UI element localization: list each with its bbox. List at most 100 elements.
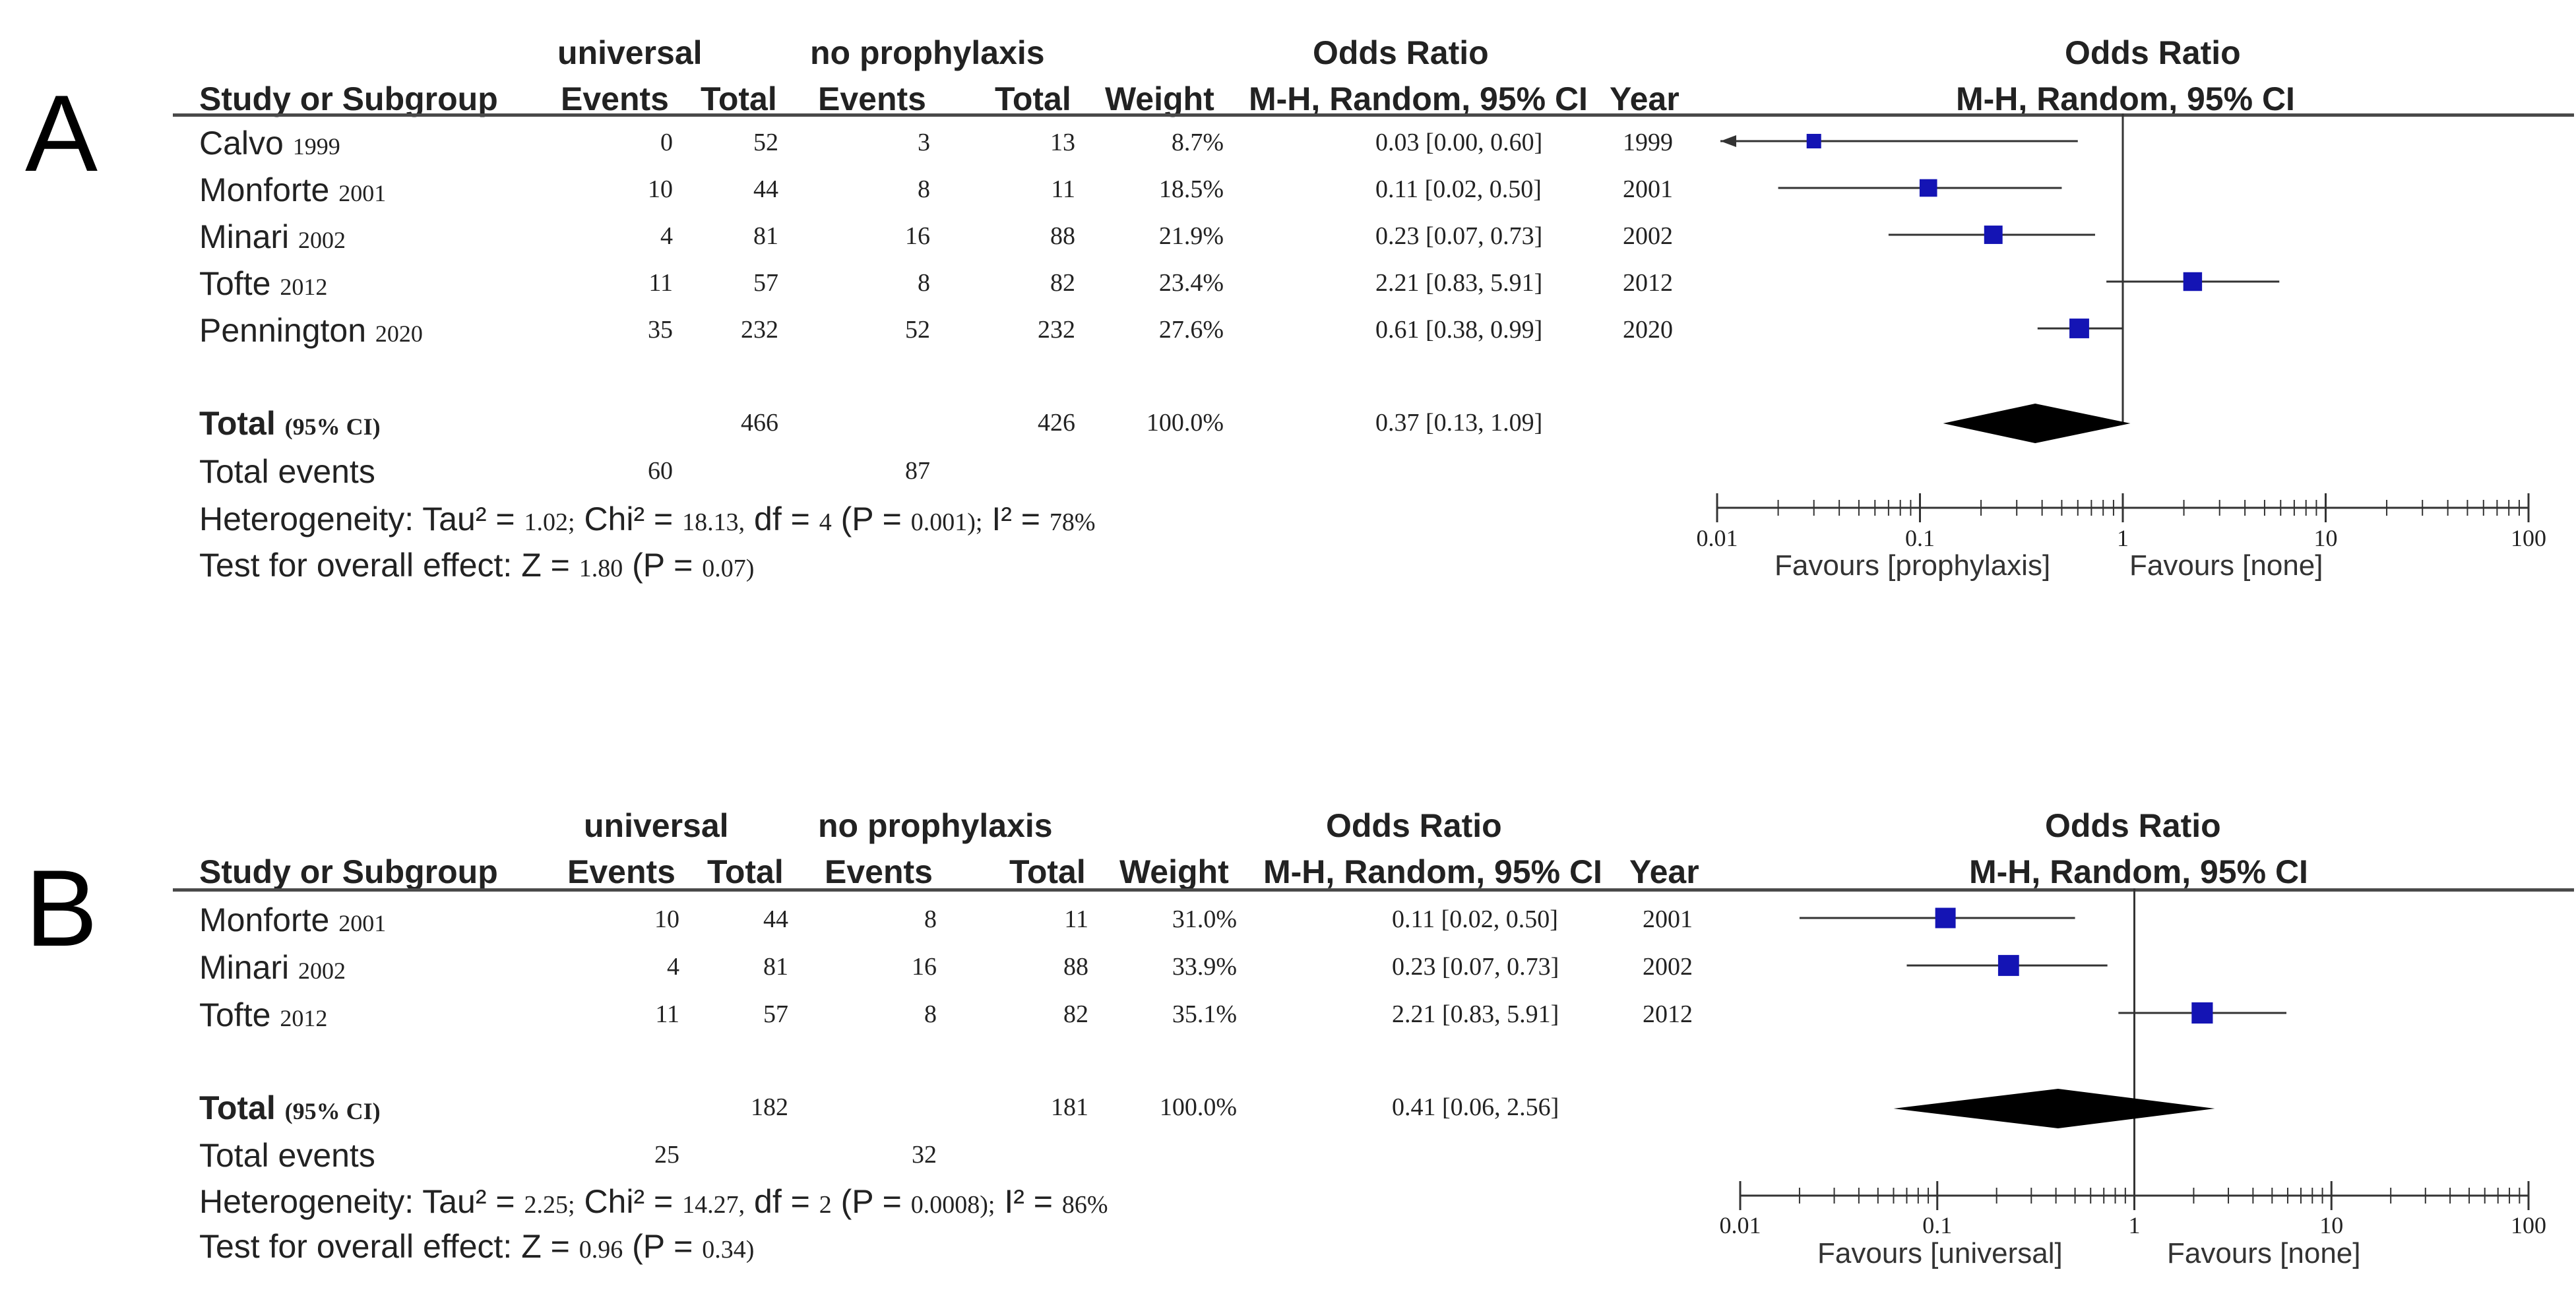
het-i2-label: I² =	[1004, 1183, 1053, 1220]
total2-header: Total	[995, 80, 1071, 117]
oe-p-label: (P =	[632, 547, 693, 584]
total-ci: 0.37 [0.13, 1.09]	[1375, 409, 1543, 437]
total1-header: Total	[707, 853, 784, 890]
total-weight: 100.0%	[1159, 1093, 1237, 1121]
events2-cell: 8	[918, 269, 930, 297]
study-name: Tofte 2012	[199, 267, 327, 300]
total1-cell: 57	[753, 269, 778, 297]
total2-cell: 11	[1064, 905, 1088, 933]
weight-header: Weight	[1105, 80, 1214, 117]
events2-header: Events	[818, 80, 926, 117]
or-ci-cell: 2.21 [0.83, 5.91]	[1392, 1000, 1559, 1028]
or-method-header: M-H, Random, 95% CI	[1263, 853, 1602, 890]
forest-plot-panel-a: A universal no prophylaxis Odds Ratio Od…	[0, 0, 2576, 633]
year-cell: 1999	[1623, 129, 1673, 156]
total-word: Total	[199, 405, 276, 442]
year-cell: 2002	[1643, 953, 1693, 981]
forest-plot-a: 0.01 0.1 1 10 100 Favours [prophylaxis] Favour…	[1697, 113, 2546, 582]
total2-cell: 88	[1050, 222, 1075, 250]
or-ci-cell: 0.23 [0.07, 0.73]	[1392, 953, 1559, 981]
events2-cell: 16	[905, 222, 930, 250]
events2-header: Events	[825, 853, 933, 890]
tick-label: 100	[2511, 1212, 2546, 1238]
ci-arrow	[1720, 135, 1736, 147]
or-point-marker	[1997, 955, 2019, 976]
total2-value: 426	[1038, 409, 1075, 437]
study-name-year: 1999	[292, 133, 340, 160]
total-ci: 0.41 [0.06, 2.56]	[1392, 1093, 1559, 1121]
overall-effect-line: Test for overall effect: Z = 1.80 (P = 0…	[199, 549, 754, 582]
total2-cell: 82	[1050, 269, 1075, 297]
study-name: Monforte 2001	[199, 903, 386, 936]
study-header: Study or Subgroup	[199, 80, 498, 117]
or-point-marker	[1919, 179, 1937, 197]
events1-header: Events	[561, 80, 669, 117]
total2-cell: 13	[1050, 129, 1075, 156]
het-p-label: (P =	[840, 501, 902, 537]
weight-cell: 33.9%	[1172, 953, 1237, 981]
or-point-marker	[2191, 1002, 2213, 1024]
overall-effect-line: Test for overall effect: Z = 0.96 (P = 0…	[199, 1230, 754, 1263]
or-ci-cell: 0.11 [0.02, 0.50]	[1375, 175, 1542, 203]
events2-cell: 8	[924, 905, 937, 933]
group1-header: universal	[584, 807, 729, 844]
group2-header: no prophylaxis	[818, 807, 1053, 844]
het-label: Heterogeneity:	[199, 501, 414, 537]
events2-cell: 3	[918, 129, 930, 156]
or-method-header: M-H, Random, 95% CI	[1249, 80, 1588, 117]
events1-cell: 10	[654, 905, 679, 933]
total1-cell: 52	[753, 129, 778, 156]
het-chi: 18.13,	[682, 508, 745, 536]
study-name-text: Tofte	[199, 265, 271, 302]
plot-title: Odds Ratio	[2065, 34, 2241, 71]
weight-cell: 35.1%	[1172, 1000, 1237, 1028]
favours-left-label: Favours [prophylaxis]	[1775, 549, 2050, 582]
total-weight: 100.0%	[1146, 409, 1224, 437]
tick-label: 100	[2511, 525, 2546, 551]
study-name-year: 2001	[338, 910, 387, 936]
events1-cell: 4	[667, 953, 679, 981]
total-events-2: 87	[905, 457, 930, 485]
total2-header: Total	[1009, 853, 1086, 890]
het-tau: 2.25;	[524, 1191, 575, 1219]
study-name-year: 2012	[280, 1005, 328, 1031]
study-name-text: Minari	[199, 949, 290, 986]
weight-cell: 8.7%	[1171, 129, 1224, 156]
het-tau-label: Tau² =	[422, 501, 515, 537]
het-chi-label: Chi² =	[584, 1183, 674, 1220]
het-label: Heterogeneity:	[199, 1183, 414, 1220]
total-events-label: Total events	[199, 453, 375, 490]
total2-cell: 88	[1063, 953, 1088, 981]
total-events-2: 32	[912, 1141, 937, 1169]
study-name: Calvo 1999	[199, 127, 340, 160]
study-name-text: Monforte	[199, 901, 330, 938]
total-events-1: 25	[654, 1141, 679, 1169]
or-title: Odds Ratio	[1326, 807, 1502, 844]
study-name-year: 2001	[338, 180, 387, 206]
favours-right-label: Favours [none]	[2129, 549, 2323, 582]
year-cell: 2001	[1623, 175, 1673, 203]
or-ci-cell: 0.03 [0.00, 0.60]	[1375, 129, 1543, 156]
header-rule	[173, 113, 2574, 117]
or-point-marker	[1984, 226, 2003, 244]
total-events-1: 60	[648, 457, 673, 485]
tick-label: 0.1	[1905, 525, 1935, 551]
year-cell: 2012	[1643, 1000, 1693, 1028]
weight-cell: 18.5%	[1158, 175, 1224, 203]
oe-p-label: (P =	[632, 1228, 693, 1265]
tick-label: 1	[2117, 525, 2129, 551]
total1-cell: 81	[753, 222, 778, 250]
heterogeneity-line: Heterogeneity: Tau² = 2.25; Chi² = 14.27…	[199, 1185, 1108, 1218]
study-name: Pennington 2020	[199, 314, 423, 347]
study-name-year: 2012	[280, 274, 328, 300]
tick-label: 10	[2314, 525, 2338, 551]
favours-right-label: Favours [none]	[2167, 1237, 2361, 1269]
oe-label: Test for overall effect:	[199, 1228, 513, 1265]
study-name: Minari 2002	[199, 220, 346, 253]
plot-method-header: M-H, Random, 95% CI	[1956, 80, 2295, 117]
events1-cell: 4	[660, 222, 673, 250]
plot-method-header: M-H, Random, 95% CI	[1969, 853, 2308, 890]
or-ci-cell: 0.11 [0.02, 0.50]	[1392, 905, 1558, 933]
het-i2: 78%	[1049, 508, 1096, 536]
het-i2-label: I² =	[991, 501, 1040, 537]
